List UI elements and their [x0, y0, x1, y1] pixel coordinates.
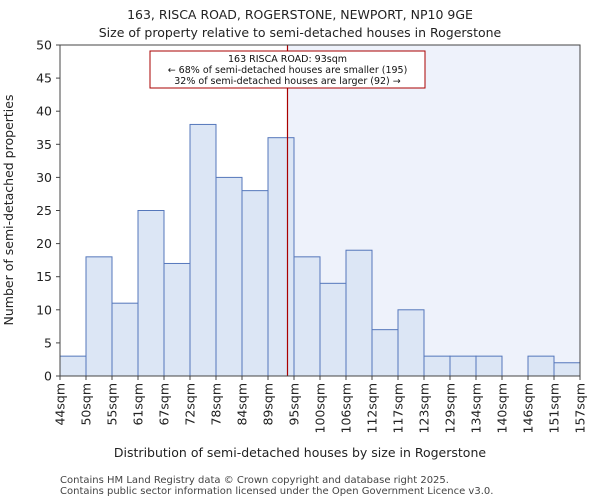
- bar-89sqm: [267, 137, 295, 377]
- x-tick-label: 89sqm: [261, 383, 276, 426]
- x-tick-label: 157sqm: [573, 383, 588, 433]
- bars: [59, 123, 581, 377]
- annotation-line-1: 163 RISCA ROAD: 93sqm: [228, 54, 347, 65]
- y-axis-ticks: 0 5 10 15 20 25 30 35 40 45 50: [36, 38, 60, 384]
- bar-112sqm: [371, 329, 399, 377]
- x-tick-label: 50sqm: [79, 383, 94, 426]
- x-tick-label: 61sqm: [131, 383, 146, 426]
- y-tick-label: 0: [44, 369, 52, 384]
- x-tick-label: 106sqm: [339, 383, 354, 433]
- y-tick-label: 15: [36, 269, 52, 284]
- bar-44sqm: [59, 355, 87, 377]
- annotation-line-2: ← 68% of semi-detached houses are smalle…: [168, 65, 408, 76]
- bar-117sqm: [397, 309, 425, 377]
- bar-78sqm: [215, 176, 243, 377]
- footer-line-2: Contains public sector information licen…: [60, 486, 493, 497]
- bar-100sqm: [319, 282, 347, 377]
- y-tick-label: 10: [36, 302, 52, 317]
- x-tick-label: 72sqm: [183, 383, 198, 426]
- x-tick-label: 67sqm: [157, 383, 172, 426]
- y-tick-label: 20: [36, 236, 52, 251]
- y-axis-label: Number of semi-detached properties: [1, 95, 16, 326]
- chart-title: 163, RISCA ROAD, ROGERSTONE, NEWPORT, NP…: [127, 7, 473, 22]
- bar-151sqm: [553, 362, 581, 377]
- plot-area: 163 RISCA ROAD: 93sqm ← 68% of semi-deta…: [36, 38, 587, 434]
- y-tick-label: 5: [44, 335, 52, 350]
- bar-134sqm: [475, 355, 503, 377]
- bar-84sqm: [241, 190, 269, 377]
- annotation-box: [149, 50, 426, 89]
- bar-95sqm: [293, 256, 321, 377]
- x-tick-label: 55sqm: [105, 383, 120, 426]
- bar-129sqm: [449, 355, 477, 377]
- bar-72sqm: [189, 123, 217, 377]
- x-tick-label: 84sqm: [235, 383, 250, 426]
- x-tick-label: 112sqm: [365, 383, 380, 433]
- x-tick-label: 146sqm: [521, 383, 536, 433]
- chart-subtitle: Size of property relative to semi-detach…: [99, 25, 502, 40]
- bar-146sqm: [527, 355, 555, 377]
- x-tick-label: 117sqm: [391, 383, 406, 433]
- annotation-line-3: 32% of semi-detached houses are larger (…: [174, 76, 401, 87]
- footer-line-1: Contains HM Land Registry data © Crown c…: [60, 475, 449, 486]
- bar-50sqm: [85, 256, 113, 377]
- bar-55sqm: [111, 302, 139, 377]
- x-tick-label: 140sqm: [495, 383, 510, 433]
- x-tick-label: 151sqm: [547, 383, 562, 433]
- bar-106sqm: [345, 249, 373, 377]
- x-tick-label: 129sqm: [443, 383, 458, 433]
- x-tick-label: 78sqm: [209, 383, 224, 426]
- y-tick-label: 25: [36, 203, 52, 218]
- x-axis-label: Distribution of semi-detached houses by …: [114, 445, 486, 460]
- bar-67sqm: [163, 262, 191, 377]
- x-tick-label: 95sqm: [287, 383, 302, 426]
- x-tick-label: 134sqm: [469, 383, 484, 433]
- x-tick-label: 100sqm: [313, 383, 328, 433]
- bar-123sqm: [423, 355, 451, 377]
- y-tick-label: 45: [36, 71, 52, 86]
- bar-61sqm: [137, 210, 165, 377]
- y-tick-label: 30: [36, 170, 52, 185]
- x-axis-ticks: 44sqm 50sqm 55sqm 61sqm 67sqm 72sqm 78sqm 84sqm…: [53, 376, 588, 433]
- x-tick-label: 123sqm: [417, 383, 432, 433]
- y-tick-label: 35: [36, 137, 52, 152]
- y-tick-label: 40: [36, 104, 52, 119]
- x-tick-label: 44sqm: [53, 383, 68, 426]
- y-tick-label: 50: [36, 38, 52, 53]
